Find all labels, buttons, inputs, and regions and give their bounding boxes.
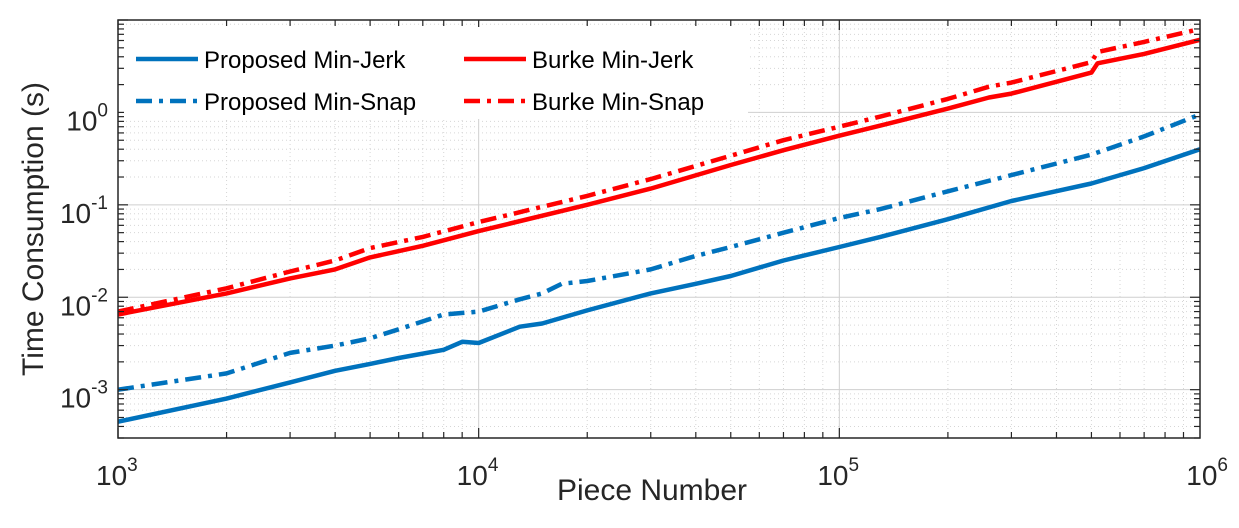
y-tick-label: 10-1: [60, 193, 108, 229]
tick-labels: 103 104 105 106 10-3 10-2 10-1 100: [60, 100, 1228, 491]
legend-box: [124, 27, 748, 119]
y-tick-label: 10-2: [60, 285, 108, 321]
legend-label-proposed-min-jerk: Proposed Min-Jerk: [204, 47, 406, 74]
x-axis-label: Piece Number: [557, 474, 747, 507]
legend: Proposed Min-Jerk Burke Min-Jerk Propose…: [124, 27, 748, 119]
legend-label-burke-min-jerk: Burke Min-Jerk: [532, 47, 694, 74]
y-tick-label: 10-3: [60, 378, 108, 414]
legend-label-burke-min-snap: Burke Min-Snap: [532, 89, 704, 116]
x-tick-label: 105: [817, 455, 859, 491]
legend-label-proposed-min-snap: Proposed Min-Snap: [204, 89, 416, 116]
y-tick-label: 100: [66, 100, 108, 136]
series-line-proposed-min-snap: [117, 112, 1201, 392]
axes: [117, 19, 1201, 439]
y-axis-label: Time Consumption (s): [17, 82, 50, 376]
axes-box: [117, 19, 1201, 439]
series-line-burke-min-snap: [117, 26, 1201, 314]
series-line-proposed-min-jerk: [117, 147, 1201, 424]
series-layer: [117, 26, 1201, 424]
series-line-burke-min-jerk: [117, 37, 1201, 317]
x-tick-label: 106: [1186, 455, 1228, 491]
x-tick-label: 103: [96, 455, 138, 491]
x-tick-label: 104: [457, 455, 499, 491]
